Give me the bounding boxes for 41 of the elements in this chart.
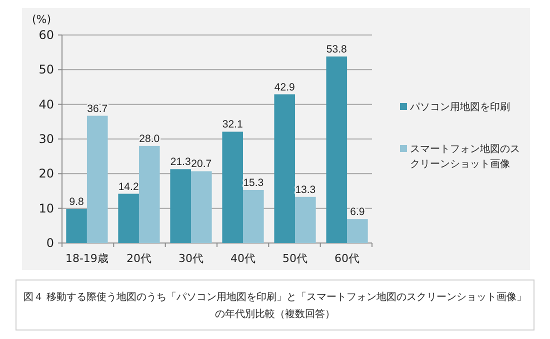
bar: [66, 209, 87, 243]
bar: [86, 116, 108, 243]
data-label: 6.9: [350, 206, 365, 218]
data-label: 15.3: [243, 176, 264, 189]
x-tick-label: 20代: [126, 252, 152, 265]
y-axis-title: (%): [32, 13, 52, 26]
x-tick-label: 60代: [334, 252, 360, 265]
data-label: 13.3: [295, 184, 316, 196]
data-label: 28.0: [139, 132, 160, 145]
bar: [138, 146, 160, 243]
data-label: 20.7: [191, 158, 212, 170]
y-tick-label: 30: [38, 132, 54, 146]
x-tick-label: 30代: [178, 252, 204, 265]
x-tick-label: 40代: [230, 252, 256, 265]
data-label: 9.8: [69, 196, 84, 208]
legend-label: パソコン用地図を印刷: [409, 101, 510, 113]
data-label: 32.1: [222, 118, 243, 131]
y-tick-label: 0: [46, 236, 54, 250]
y-tick-label: 60: [38, 28, 54, 42]
bar: [118, 194, 139, 243]
bar: [222, 132, 244, 243]
x-tick-label: 18-19歳: [65, 252, 108, 265]
bar: [190, 171, 212, 243]
bar: [274, 94, 296, 243]
data-label: 42.9: [274, 81, 295, 94]
caption: 図４ 移動する際使う地図のうち「パソコン用地図を印刷」と「スマートフォン地図のスクリーンショット画像」の年代別比較（複数回答）: [23, 291, 527, 320]
data-label: 53.8: [326, 43, 348, 56]
y-tick-label: 40: [38, 97, 54, 112]
data-label: 14.2: [118, 180, 139, 193]
y-tick-label: 20: [38, 166, 54, 181]
bar: [326, 56, 348, 243]
bar: [347, 219, 368, 243]
bar: [243, 190, 264, 243]
bar: [295, 196, 316, 243]
data-label: 21.3: [170, 156, 191, 168]
legend-label: スマートフォン地図のスクリーンショット画像: [410, 143, 520, 170]
x-tick-label: 50代: [282, 252, 308, 265]
bar: [170, 169, 191, 243]
y-tick-label: 50: [38, 62, 54, 77]
data-label: 36.7: [87, 102, 108, 115]
y-tick-label: 10: [38, 201, 54, 216]
